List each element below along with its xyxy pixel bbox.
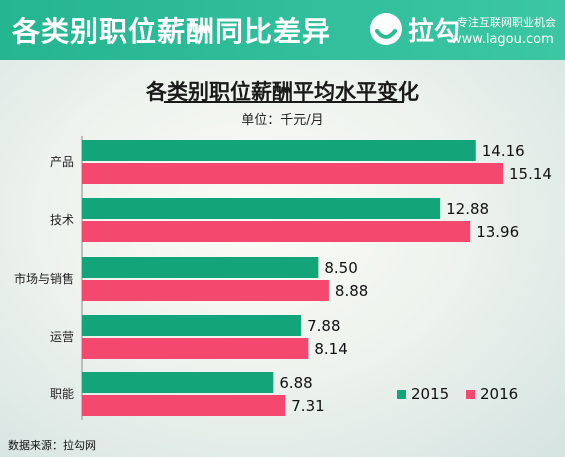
slogan: 专注互联网职业机会 xyxy=(457,16,556,29)
title-underline xyxy=(164,101,404,103)
category-label: 市场与销售 xyxy=(14,271,74,286)
bar-2016 xyxy=(82,221,471,242)
bar-2016 xyxy=(82,338,309,359)
data-label: 7.31 xyxy=(291,397,324,415)
bar-2015 xyxy=(82,315,302,336)
category-label: 运营 xyxy=(50,330,74,344)
legend-label: 2016 xyxy=(480,385,518,403)
source-note: 数据来源：拉勾网 xyxy=(8,439,96,452)
data-label: 15.14 xyxy=(509,165,552,183)
data-label: 12.88 xyxy=(446,200,489,218)
data-label: 6.88 xyxy=(279,374,312,392)
legend-swatch-2016 xyxy=(466,390,475,399)
data-label: 13.96 xyxy=(476,223,519,241)
category-label: 产品 xyxy=(50,155,74,169)
legend-label: 2015 xyxy=(411,385,449,403)
logo-text: 拉勾 xyxy=(408,17,461,47)
bar-2015 xyxy=(82,198,441,219)
legend-swatch-2015 xyxy=(397,390,406,399)
data-label: 8.14 xyxy=(314,340,347,358)
site-url: www.lagou.com xyxy=(451,32,554,47)
bar-2016 xyxy=(82,395,286,416)
bar-2015 xyxy=(82,140,476,161)
bar-2016 xyxy=(82,280,329,301)
bar-2015 xyxy=(82,372,274,393)
header-banner: 各类别职位薪酬同比差异 拉勾 专注互联网职业机会 www.lagou.com xyxy=(0,0,565,60)
bar-2016 xyxy=(82,163,503,184)
lagou-logo-icon xyxy=(370,13,402,45)
chart-title: 各类别职位薪酬平均水平变化 xyxy=(146,80,419,104)
banner-title: 各类别职位薪酬同比差异 xyxy=(12,15,332,48)
data-label: 7.88 xyxy=(307,317,340,335)
category-label: 技术 xyxy=(50,213,74,227)
data-label: 8.50 xyxy=(324,259,357,277)
bar-2015 xyxy=(82,257,319,278)
data-label: 8.88 xyxy=(335,282,368,300)
data-label: 14.16 xyxy=(482,142,525,160)
chart-subtitle: 单位：千元/月 xyxy=(241,113,324,128)
category-label: 职能 xyxy=(50,387,74,401)
